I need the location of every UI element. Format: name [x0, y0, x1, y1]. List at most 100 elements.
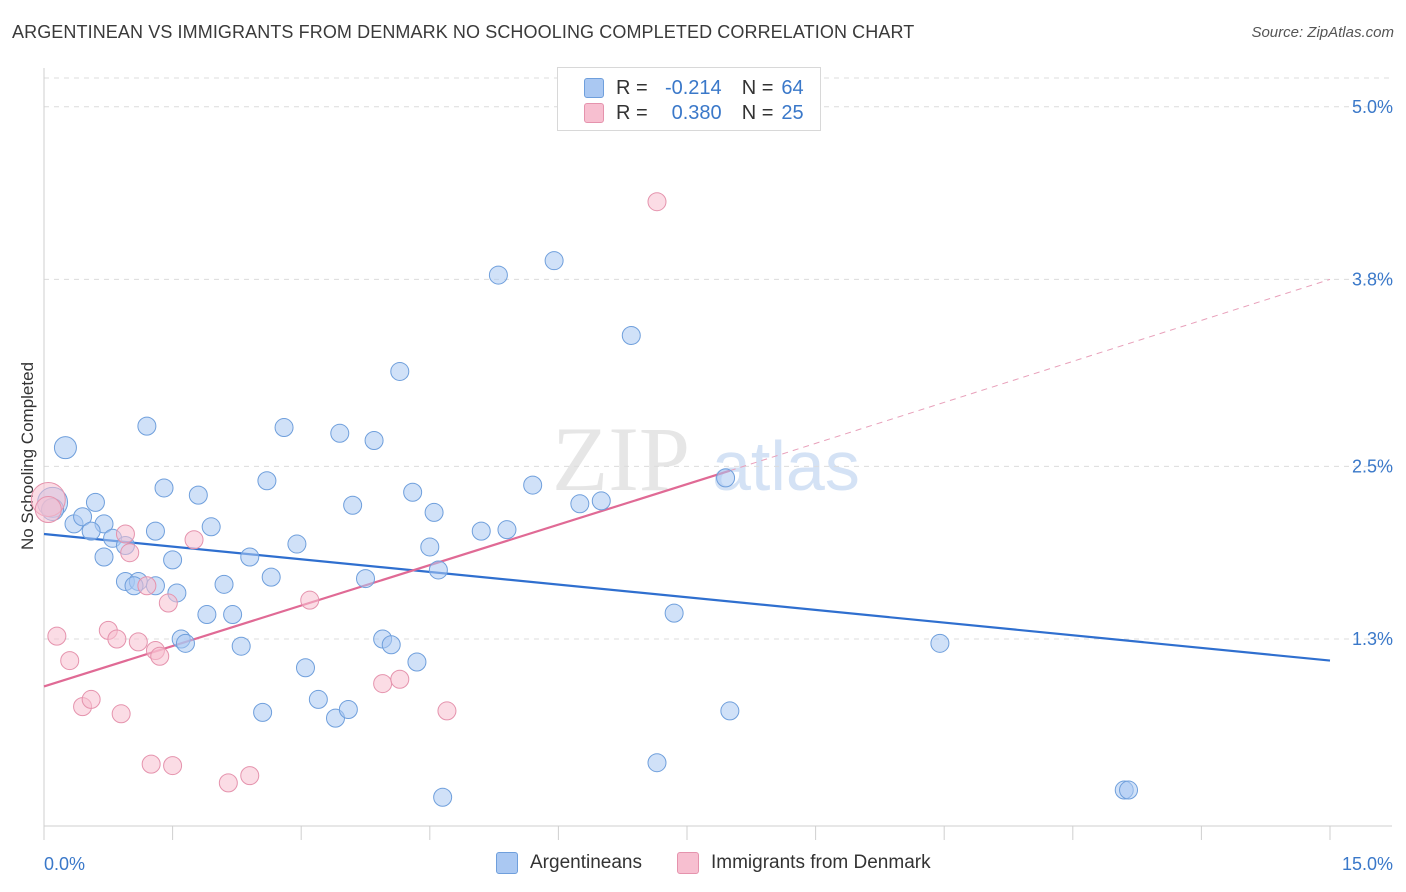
point-denmark [34, 496, 62, 524]
point-argentineans [308, 689, 328, 709]
legend-swatch-denmark [584, 103, 604, 123]
point-argentineans [544, 251, 564, 271]
legend-n-label: N = [741, 76, 774, 99]
point-denmark [240, 766, 260, 786]
x-tick-label: 0.0% [44, 854, 85, 874]
point-argentineans [343, 495, 363, 515]
legend-n-label: N = [741, 101, 774, 124]
point-denmark [137, 576, 157, 596]
point-argentineans [523, 475, 543, 495]
point-argentineans [381, 635, 401, 655]
point-argentineans [428, 560, 448, 580]
point-argentineans [240, 547, 260, 567]
legend-n-value: 25 [781, 101, 804, 124]
point-denmark [647, 192, 667, 212]
point-argentineans [570, 494, 590, 514]
point-argentineans [261, 567, 281, 587]
point-argentineans [356, 569, 375, 589]
point-argentineans [188, 485, 208, 505]
bottom-legend: Argentineans Immigrants from Denmark [0, 852, 1406, 878]
point-argentineans [81, 521, 101, 541]
point-argentineans [53, 436, 77, 460]
axes [43, 68, 1392, 840]
point-argentineans [253, 702, 273, 722]
point-argentineans [85, 492, 105, 512]
point-denmark [111, 704, 131, 724]
legend-r-label: R = [616, 76, 648, 99]
data-points [30, 192, 1139, 807]
legend-r-label: R = [616, 101, 648, 124]
point-argentineans [338, 699, 358, 719]
point-argentineans [647, 753, 667, 773]
legend-r-value: 0.380 [671, 101, 722, 124]
point-argentineans [403, 482, 423, 502]
point-argentineans [274, 418, 294, 438]
point-denmark [373, 674, 393, 694]
point-denmark [163, 756, 183, 776]
point-argentineans [137, 416, 157, 436]
tick-labels: 1.3% 2.5% 3.8% 5.0% 0.0% 15.0% [44, 97, 1393, 874]
point-argentineans [154, 478, 174, 498]
point-denmark [120, 543, 140, 563]
point-denmark [107, 629, 127, 649]
point-argentineans [433, 787, 453, 807]
point-argentineans [364, 430, 384, 450]
point-argentineans [287, 534, 307, 554]
point-argentineans [424, 502, 444, 522]
legend-n-value: 64 [781, 76, 804, 99]
point-argentineans [163, 550, 183, 570]
legend-swatch-argentineans [584, 78, 604, 98]
point-denmark [47, 626, 67, 646]
point-denmark [437, 701, 457, 721]
chart-title: ARGENTINEAN VS IMMIGRANTS FROM DENMARK N… [12, 22, 915, 42]
point-argentineans [390, 361, 410, 381]
point-argentineans [471, 521, 491, 541]
bottom-legend-swatch-argentineans [496, 852, 518, 874]
point-denmark [184, 530, 204, 550]
legend-row-denmark: R = 0.380 N = 25 [584, 101, 804, 125]
point-argentineans [664, 603, 684, 623]
bottom-legend-label: Immigrants from Denmark [711, 852, 931, 873]
point-argentineans [720, 701, 740, 721]
point-argentineans [1119, 780, 1139, 800]
point-argentineans [73, 507, 93, 527]
point-denmark [115, 524, 135, 544]
watermark-zip: ZIP [552, 408, 690, 510]
point-argentineans [231, 636, 251, 656]
y-tick-label: 5.0% [1352, 97, 1393, 117]
point-argentineans [197, 605, 217, 625]
point-argentineans [94, 547, 114, 567]
point-argentineans [497, 520, 517, 540]
point-denmark [128, 632, 148, 652]
point-denmark [60, 651, 80, 671]
point-denmark [81, 689, 101, 709]
bottom-legend-swatch-denmark [677, 852, 699, 874]
point-denmark [150, 646, 170, 666]
bottom-legend-label: Argentineans [530, 852, 642, 873]
point-argentineans [330, 423, 350, 443]
point-argentineans [488, 265, 508, 285]
point-argentineans [591, 491, 611, 511]
point-argentineans [621, 325, 641, 345]
trend-line-denmark [729, 278, 1331, 472]
y-tick-label: 3.8% [1352, 269, 1393, 289]
bottom-legend-denmark[interactable]: Immigrants from Denmark [677, 852, 931, 874]
legend-r-value: -0.214 [664, 76, 722, 99]
correlation-legend: R = -0.214 N = 64 R = 0.380 N = 25 [557, 67, 821, 131]
point-argentineans [930, 633, 950, 653]
bottom-legend-argentineans[interactable]: Argentineans [496, 852, 642, 874]
point-denmark [390, 669, 410, 689]
x-tick-label: 15.0% [1342, 854, 1393, 874]
point-argentineans [295, 658, 315, 678]
point-argentineans [214, 574, 234, 594]
legend-row-argentineans: R = -0.214 N = 64 [584, 76, 804, 100]
point-denmark [141, 754, 161, 774]
point-argentineans [145, 521, 165, 541]
point-argentineans [716, 468, 736, 488]
point-argentineans [223, 605, 243, 625]
point-denmark [300, 590, 320, 610]
point-argentineans [420, 537, 440, 557]
point-denmark [218, 773, 238, 793]
source-note: Source: ZipAtlas.com [1251, 24, 1394, 41]
